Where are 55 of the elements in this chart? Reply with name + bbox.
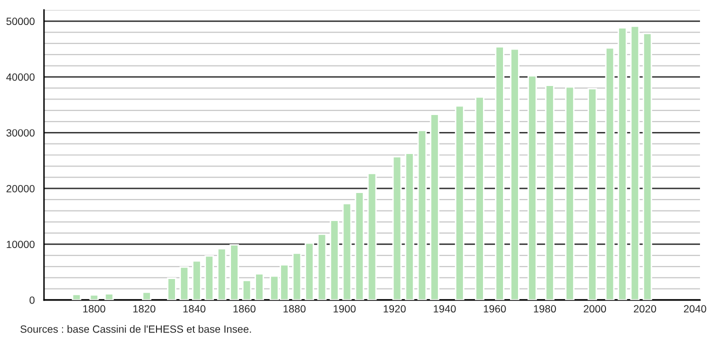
bar bbox=[528, 75, 537, 300]
bar bbox=[417, 130, 427, 300]
x-tick-label: 1820 bbox=[133, 305, 156, 313]
bar bbox=[404, 152, 414, 300]
bar bbox=[494, 46, 504, 300]
x-tick-label: 2000 bbox=[584, 305, 606, 313]
x-tick-label: 1840 bbox=[183, 305, 206, 313]
x-tick-label: 1860 bbox=[234, 305, 256, 313]
x-tick-label: 1900 bbox=[334, 305, 356, 313]
x-tick-label: 1940 bbox=[434, 305, 456, 313]
y-tick-label: 0 bbox=[30, 296, 35, 304]
bar bbox=[254, 273, 264, 300]
bar bbox=[317, 233, 327, 300]
bar bbox=[588, 88, 598, 300]
x-tick-label: 1960 bbox=[484, 305, 506, 313]
y-tick-label: 40000 bbox=[6, 73, 35, 81]
bar bbox=[204, 255, 214, 300]
x-tick-label: 1880 bbox=[284, 305, 306, 313]
bar bbox=[142, 291, 152, 300]
y-tick-label: 50000 bbox=[6, 18, 35, 26]
bar bbox=[474, 96, 484, 300]
bar bbox=[330, 220, 340, 300]
bar bbox=[392, 156, 402, 300]
x-tick-label: 2020 bbox=[634, 305, 656, 313]
bar bbox=[230, 244, 239, 300]
bar bbox=[367, 172, 377, 300]
y-tick-label: 10000 bbox=[6, 240, 35, 248]
source-note: Sources : base Cassini de l'EHESS et base Insee. bbox=[20, 325, 251, 333]
bar bbox=[342, 202, 352, 300]
bar bbox=[454, 105, 464, 300]
bar bbox=[565, 86, 575, 300]
bar bbox=[192, 260, 202, 300]
x-tick-label: 1980 bbox=[534, 305, 556, 313]
bar bbox=[430, 114, 440, 300]
bar bbox=[180, 266, 189, 300]
bar bbox=[217, 248, 226, 300]
y-tick-label: 20000 bbox=[6, 184, 35, 192]
bar bbox=[242, 280, 252, 300]
bar bbox=[292, 252, 302, 300]
bar bbox=[104, 293, 114, 300]
bar bbox=[618, 27, 628, 300]
bar bbox=[642, 32, 652, 300]
x-tick-label: 1920 bbox=[384, 305, 406, 313]
y-tick-label: 30000 bbox=[6, 129, 35, 137]
bar bbox=[89, 294, 99, 300]
bar bbox=[630, 25, 640, 300]
bar bbox=[304, 242, 314, 300]
x-tick-label: 1800 bbox=[83, 305, 106, 313]
bar bbox=[545, 84, 554, 300]
bar bbox=[166, 278, 176, 300]
bar bbox=[72, 294, 82, 300]
bar bbox=[605, 47, 615, 300]
x-tick-label: 2040 bbox=[684, 305, 706, 313]
bar bbox=[354, 192, 364, 300]
bar bbox=[510, 48, 520, 300]
